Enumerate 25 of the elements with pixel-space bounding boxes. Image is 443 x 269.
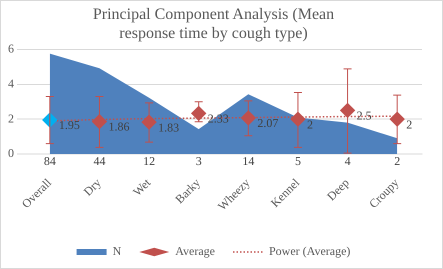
data-label: 3 bbox=[196, 154, 202, 168]
data-label: 2.07 bbox=[257, 116, 278, 130]
data-label: 2 bbox=[394, 154, 400, 168]
y-tick-label: 0 bbox=[8, 146, 14, 160]
data-label: 2 bbox=[306, 117, 313, 132]
data-label: 14 bbox=[242, 154, 254, 168]
data-label: 2 bbox=[406, 117, 412, 132]
data-label: 1.95 bbox=[58, 118, 80, 132]
data-label: 1.86 bbox=[108, 120, 130, 134]
y-tick-label: 6 bbox=[8, 42, 14, 56]
data-label: 2.5 bbox=[356, 108, 372, 123]
legend-label: Average bbox=[175, 244, 216, 258]
x-tick-label: Wet bbox=[130, 175, 154, 199]
data-label: 5 bbox=[294, 154, 301, 168]
x-tick-label: Dry bbox=[80, 176, 104, 199]
data-label: 44 bbox=[93, 154, 106, 168]
data-label: 4 bbox=[344, 154, 351, 168]
legend-label: Power (Average) bbox=[269, 244, 350, 258]
data-label: 84 bbox=[44, 154, 56, 168]
legend-label: N bbox=[112, 244, 122, 258]
y-tick-label: 2 bbox=[8, 111, 14, 126]
data-label: 1.83 bbox=[158, 120, 180, 134]
data-label: 12 bbox=[143, 154, 156, 168]
chart-title: Principal Component Analysis (Mean response time by cough type) bbox=[92, 6, 334, 42]
y-tick-label: 4 bbox=[8, 76, 14, 90]
